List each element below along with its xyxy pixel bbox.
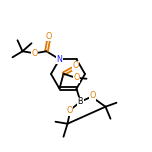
Text: O: O [72,61,79,70]
Text: O: O [45,32,52,41]
Text: O: O [89,91,96,100]
Text: O: O [31,49,38,58]
Text: B: B [78,97,83,106]
Text: N: N [57,55,62,64]
Text: O: O [73,73,80,82]
Text: O: O [66,106,73,115]
